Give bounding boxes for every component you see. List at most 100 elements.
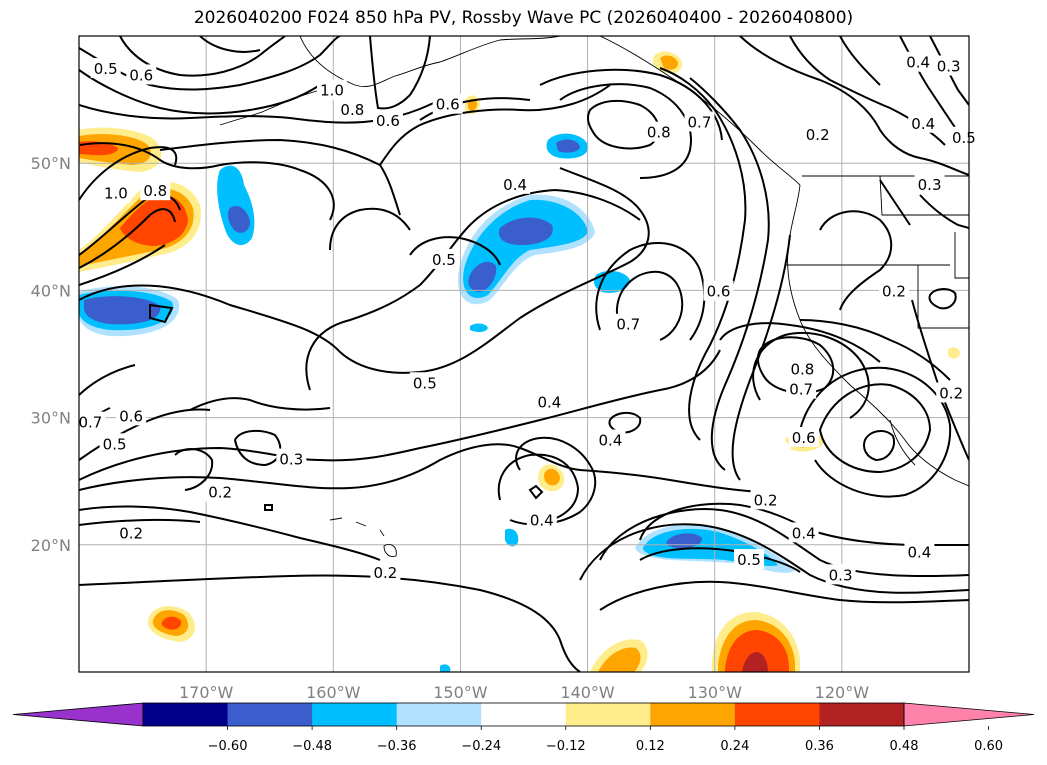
colorbar-label-7: 0.36 (805, 739, 834, 754)
pv-contour-line (719, 322, 881, 363)
contour-label-bg-34 (526, 509, 557, 530)
colorbar-frame (142, 702, 905, 727)
pv-contour-line (752, 331, 870, 419)
contour-label-8: 0.2 (806, 126, 830, 144)
pv-contour-line (559, 83, 692, 179)
colorbar-segment-6 (650, 703, 736, 726)
pv-contour-line (79, 505, 381, 561)
pv-contour-line (818, 383, 932, 474)
contour-label-bg-24 (409, 372, 440, 393)
colorbar-segment-7 (734, 703, 820, 726)
pv-blob-negative (556, 139, 580, 153)
contour-label-7: 0.7 (688, 113, 712, 131)
colorbar-segment-5 (565, 703, 651, 726)
contour-label-bg-25 (534, 391, 565, 412)
contour-label-bg-1 (337, 98, 368, 119)
lon-label-2: 150°W (433, 683, 488, 702)
contour-label-23: 0.2 (939, 384, 963, 402)
colorbar-labels: −0.60 −0.48 −0.36 −0.24 −0.12 0.12 0.24 0.36 0.4… (208, 726, 1003, 754)
contour-label-17: 0.5 (432, 251, 456, 269)
contour-label-35: 0.2 (754, 491, 778, 509)
colorbar-label-0: −0.60 (208, 739, 248, 754)
contour-label-bg-30 (99, 433, 130, 454)
contour-label-30: 0.5 (103, 435, 127, 453)
lon-label-5: 120°W (815, 683, 870, 702)
contour-label-bg-12 (948, 126, 979, 147)
contour-label-33: 0.2 (119, 524, 143, 542)
contour-label-bg-27 (788, 426, 819, 447)
contour-label-bg-37 (734, 549, 765, 570)
pv-contour-line (79, 408, 211, 461)
pv-contour-line (79, 146, 178, 201)
pv-blob-positive (660, 55, 678, 70)
lat-label-3: 20°N (31, 536, 71, 555)
colorbar-segment-2 (312, 703, 398, 726)
contour-label-bg-38 (825, 564, 856, 585)
contour-label-12: 0.5 (952, 129, 976, 147)
pv-blob-negative (470, 323, 488, 333)
pv-contour-line (799, 319, 951, 381)
contour-label-32: 0.2 (208, 484, 232, 502)
pv-contour-line (586, 99, 660, 150)
colorbar (12, 702, 1035, 727)
contour-label-bg-29 (116, 405, 147, 426)
lat-label-2: 30°N (31, 409, 71, 428)
pv-contour-line (79, 364, 136, 396)
pv-contour-line (799, 366, 952, 498)
contour-label-39: 0.4 (907, 543, 931, 561)
pv-blob-positive (544, 468, 560, 486)
baja-peninsula (889, 419, 916, 466)
contour-label-bg-14 (100, 182, 131, 203)
pv-contour-line (419, 97, 531, 121)
pv-contour-line (528, 484, 544, 500)
pv-contour-line (595, 241, 706, 341)
contour-label-bg-20 (878, 280, 909, 301)
contour-label-bg-26 (595, 429, 626, 450)
contour-label-36: 0.4 (792, 524, 816, 542)
contour-label-28: 0.7 (79, 414, 103, 432)
contour-labels: 1.00.80.60.5 0.60.60.80.70.20.4 0.30.40.50… (75, 51, 979, 585)
lon-label-4: 130°W (688, 683, 743, 702)
pv-blob-positive (161, 616, 182, 630)
pv-contour-line (174, 448, 214, 491)
contour-label-bg-40 (370, 561, 401, 582)
contour-label-bg-10 (933, 55, 964, 76)
contour-label-38: 0.3 (829, 566, 853, 584)
latitude-labels: 50°N 40°N 30°N 20°N (31, 154, 71, 555)
colorbar-label-4: −0.12 (546, 739, 586, 754)
contour-label-0: 1.0 (320, 82, 344, 100)
contour-label-20: 0.2 (882, 283, 906, 301)
contour-label-bg-22 (786, 378, 817, 399)
contour-label-2: 0.6 (376, 112, 400, 130)
contour-label-26: 0.4 (599, 431, 623, 449)
contour-label-4: 0.6 (129, 66, 153, 84)
contour-label-1: 0.8 (340, 101, 364, 119)
map-title: 2026040200 F024 850 hPa PV, Rossby Wave … (193, 8, 854, 28)
pv-blob-positive (120, 194, 188, 246)
contour-label-bg-6 (643, 121, 674, 142)
pv-blob-positive (948, 347, 960, 359)
lon-label-1: 160°W (306, 683, 361, 702)
contour-label-3: 0.5 (94, 60, 118, 78)
contour-label-bg-18 (613, 313, 644, 334)
contour-label-40: 0.2 (373, 564, 397, 582)
pv-contour-line (928, 288, 957, 310)
contour-label-bg-17 (428, 248, 459, 269)
colorbar-label-3: −0.24 (461, 739, 501, 754)
pv-contour-line (659, 67, 747, 441)
contour-label-15: 0.8 (143, 182, 167, 200)
pv-contour-line (79, 443, 761, 493)
colorbar-label-8: 0.48 (890, 739, 919, 754)
contour-label-bg-8 (802, 124, 833, 145)
pv-contour-line (79, 69, 321, 115)
pv-contour-line (608, 412, 642, 434)
colorbar-label-9: 0.60 (974, 739, 1003, 754)
contour-label-bg-19 (703, 280, 734, 301)
colorbar-segment-0 (143, 703, 229, 726)
contour-label-25: 0.4 (537, 393, 561, 411)
contour-label-bg-3 (90, 58, 121, 79)
contour-label-bg-0 (317, 79, 348, 100)
pv-contour-line (119, 36, 286, 77)
contour-label-bg-33 (116, 522, 147, 543)
contour-label-bg-9 (903, 51, 934, 72)
